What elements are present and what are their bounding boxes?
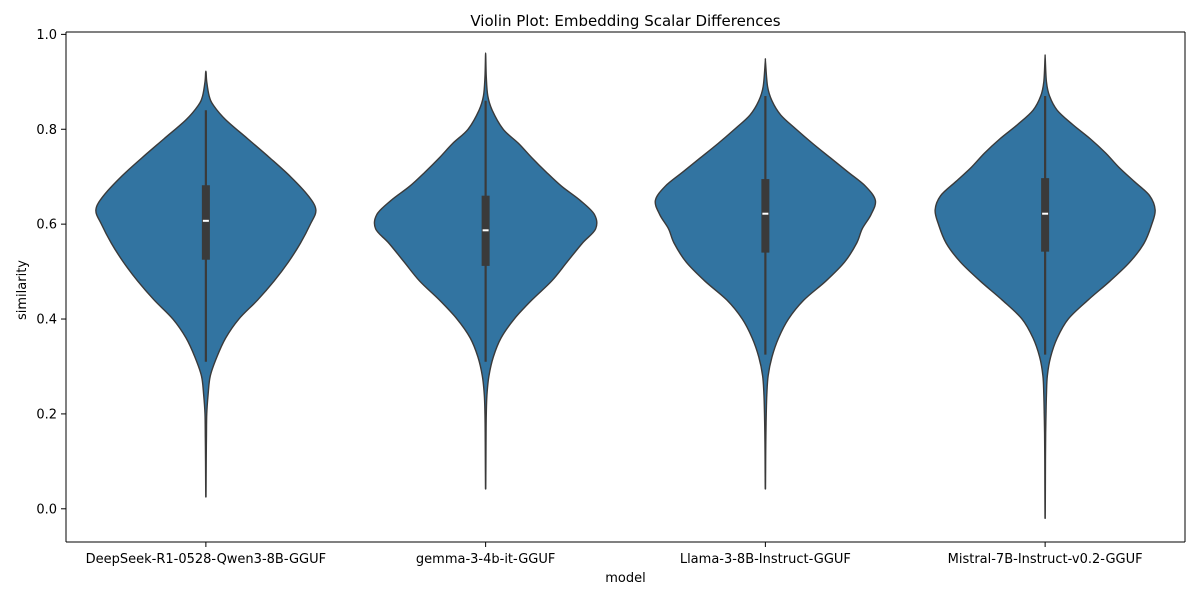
x-tick-label: Mistral-7B-Instruct-v0.2-GGUF: [948, 552, 1143, 567]
violin-group: [373, 52, 598, 490]
x-tick-label: gemma-3-4b-it-GGUF: [416, 552, 555, 567]
x-tick-label: DeepSeek-R1-0528-Qwen3-8B-GGUF: [86, 552, 327, 567]
y-tick-label: 0.2: [36, 407, 57, 422]
y-tick-label: 0.8: [36, 123, 57, 138]
iqr-box: [761, 179, 770, 253]
iqr-box: [201, 185, 210, 260]
y-tick-label: 0.4: [36, 313, 57, 328]
axes: 0.0 0.2 0.4 0.6 0.8 1.0 DeepSeek-R1-0528-Qwen3…: [36, 28, 1186, 567]
plot-area: [95, 52, 1156, 519]
x-tick-label: Llama-3-8B-Instruct-GGUF: [680, 552, 851, 567]
y-tick-label: 1.0: [36, 28, 57, 43]
violin-group: [934, 54, 1156, 519]
y-tick-label: 0.0: [36, 502, 57, 517]
x-axis-label: model: [605, 571, 645, 586]
y-tick-label: 0.6: [36, 218, 57, 233]
violin-group: [654, 58, 877, 490]
violin-group: [95, 70, 317, 498]
y-axis-label: similarity: [15, 260, 30, 320]
chart-title: Violin Plot: Embedding Scalar Difference…: [470, 12, 780, 30]
iqr-box: [1041, 178, 1050, 252]
